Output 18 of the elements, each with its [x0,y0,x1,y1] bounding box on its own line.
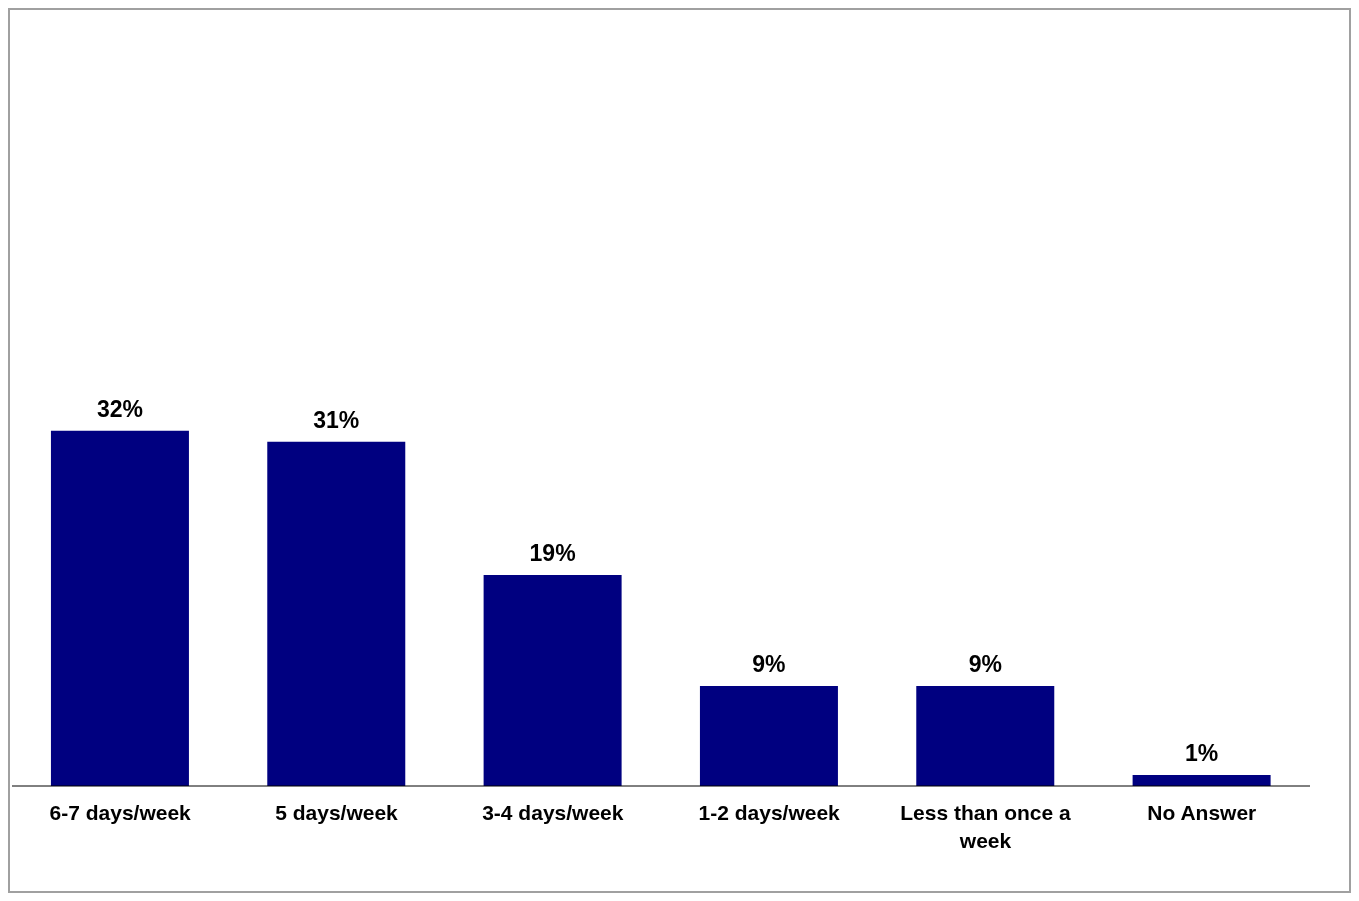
x-tick-label: 3-4 days/week [482,801,624,824]
data-label: 31% [313,406,360,433]
bar [50,430,189,786]
data-label: 32% [96,395,143,422]
data-label: 1% [1184,739,1219,766]
bar [916,686,1055,786]
bar [1132,774,1271,786]
data-label: 19% [529,540,576,567]
x-tick-label: No Answer [1147,801,1257,824]
bar [267,441,406,786]
x-tick-label: 1-2 days/week [698,801,841,824]
x-tick-label: Less than once a week [900,801,1072,852]
x-tick-label: 6-7 days/week [49,801,192,824]
bar [483,575,622,786]
x-tick-label: 5 days/week [275,801,399,824]
data-label: 9% [752,651,786,678]
bar [699,686,838,786]
data-label: 9% [968,651,1002,678]
